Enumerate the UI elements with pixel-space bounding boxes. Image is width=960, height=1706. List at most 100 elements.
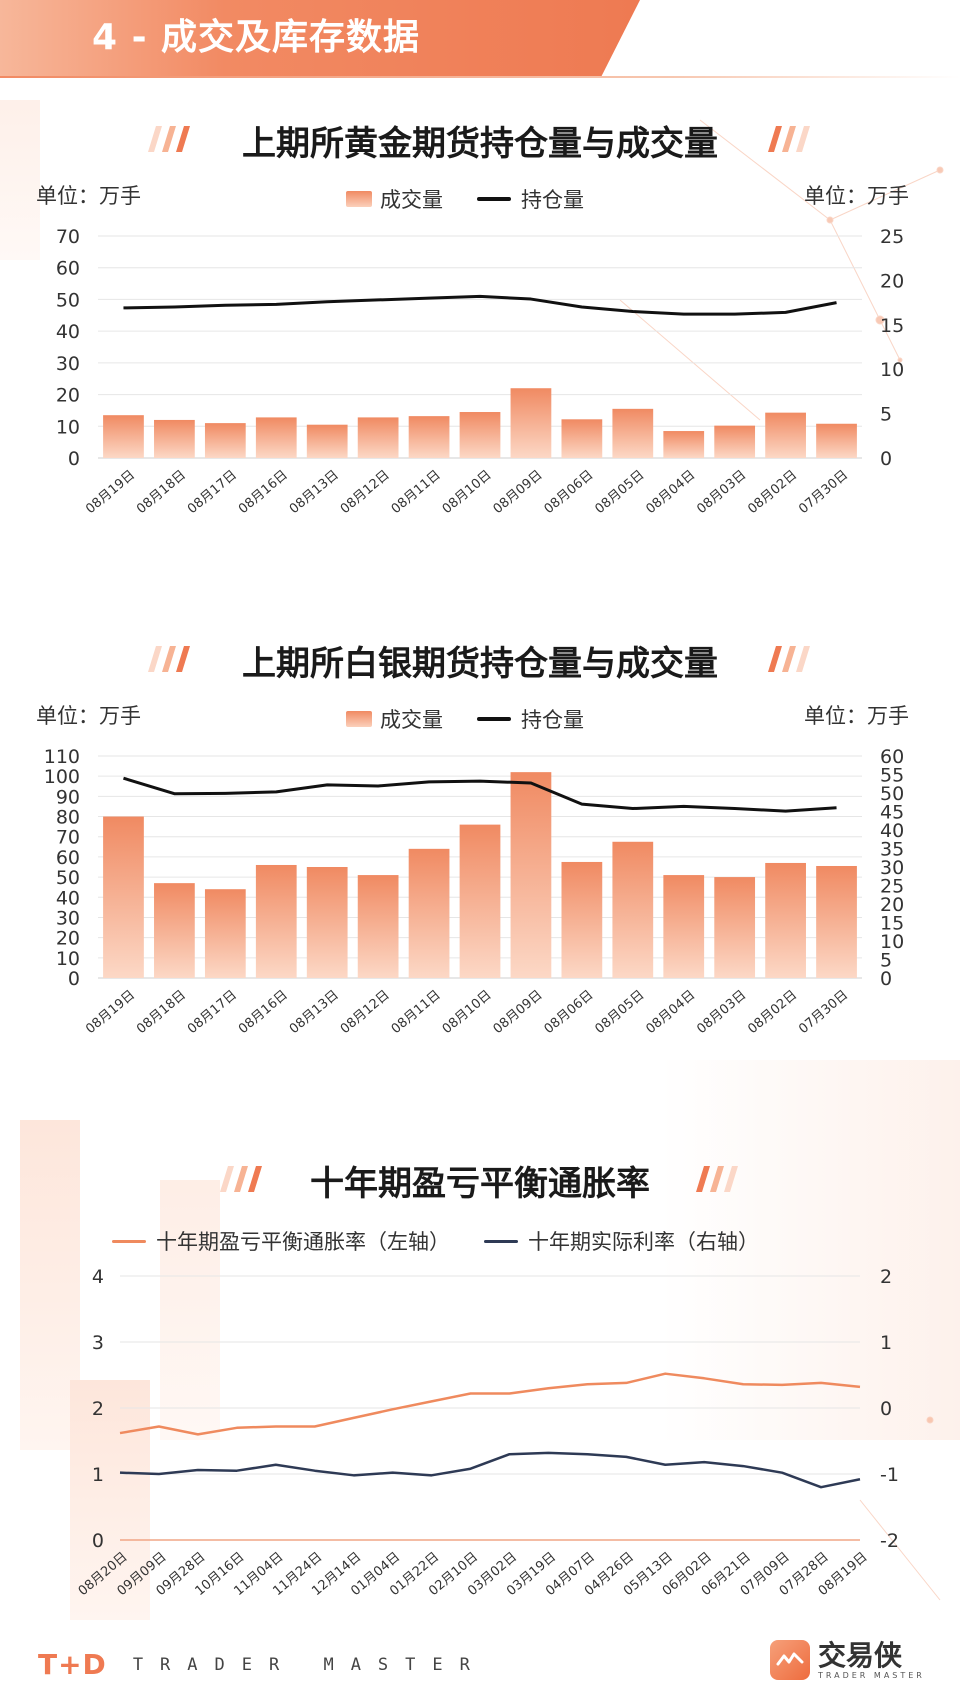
y-left-tick-label: 20 (56, 928, 80, 950)
legend-volume-label: 成交量 (380, 188, 443, 212)
y-left-tick-label: 0 (92, 1530, 104, 1552)
x-tick-label: 08月17日 (185, 468, 240, 517)
x-tick-label: 08月10日 (440, 468, 495, 517)
volume-bar (714, 877, 756, 978)
y-right-tick-label: 5 (880, 950, 892, 972)
x-tick-label: 08月05日 (592, 988, 647, 1037)
chart3-plot: 01234-2-101208月20日09月09日09月28日10月16日11月0… (76, 1266, 899, 1599)
y-left-tick-label: 110 (44, 746, 80, 768)
x-tick-label: 08月13日 (287, 988, 342, 1037)
volume-bar (561, 861, 603, 978)
chart2-title: 上期所白银期货持仓量与成交量 (242, 644, 718, 684)
title-deco-left (148, 646, 190, 672)
volume-bar (306, 424, 348, 458)
x-tick-label: 07月30日 (796, 988, 851, 1037)
title-deco-right (696, 1166, 738, 1192)
volume-bar (408, 416, 450, 458)
volume-bar (459, 824, 501, 978)
y-left-tick-label: 100 (44, 766, 80, 788)
chart3-legend: 十年期盈亏平衡通胀率（左轴） 十年期实际利率（右轴） (112, 1226, 793, 1256)
title-deco-right (768, 646, 810, 672)
volume-bar (306, 867, 348, 978)
x-tick-label: 08月19日 (83, 468, 138, 517)
x-tick-label: 08月03日 (694, 468, 749, 517)
x-tick-label: 08月02日 (745, 468, 800, 517)
volume-bar (357, 417, 399, 458)
volume-bar (663, 431, 705, 458)
volume-bar (204, 889, 246, 978)
legend-realrate-swatch (484, 1239, 518, 1243)
y-right-tick-label: 40 (880, 820, 904, 842)
volume-bar (765, 412, 806, 458)
legend-hold-label: 持仓量 (521, 708, 584, 732)
breakeven-inflation-line (119, 1372, 861, 1436)
volume-bar (255, 417, 297, 458)
x-tick-label: 08月16日 (236, 988, 291, 1037)
y-right-tick-label: 0 (880, 1398, 892, 1420)
y-left-tick-label: 80 (56, 807, 80, 829)
y-right-tick-label: -1 (880, 1464, 899, 1486)
y-right-tick-label: 35 (880, 839, 904, 861)
chart1-unit-left: 单位：万手 (36, 184, 141, 208)
y-right-tick-label: 10 (880, 931, 904, 953)
x-tick-label: 08月05日 (592, 468, 647, 517)
y-right-tick-label: 20 (880, 894, 904, 916)
x-tick-label: 08月11日 (389, 988, 444, 1037)
y-left-tick-label: 1 (92, 1464, 104, 1486)
x-tick-label: 08月09日 (491, 468, 546, 517)
footer-tagline: TRADER MASTER (132, 1654, 487, 1675)
legend-breakeven-label: 十年期盈亏平衡通胀率（左轴） (156, 1230, 450, 1254)
volume-bar (357, 875, 399, 978)
chart2-legend: 成交量 持仓量 (346, 704, 618, 734)
y-left-tick-label: 0 (68, 968, 80, 990)
x-tick-label: 08月10日 (440, 988, 495, 1037)
chart2-unit-left: 单位：万手 (36, 704, 141, 728)
chart1-plot: 010203040506070051015202508月19日08月18日08月… (56, 226, 904, 517)
x-tick-label: 08月09日 (491, 988, 546, 1037)
y-right-tick-label: 5 (880, 404, 892, 426)
page-title: 4 - 成交及库存数据 (92, 17, 421, 58)
volume-bar (103, 415, 144, 458)
y-left-tick-label: 40 (56, 321, 80, 343)
y-left-tick-label: 40 (56, 887, 80, 909)
y-right-tick-label: 2 (880, 1266, 892, 1288)
x-tick-label: 08月18日 (134, 988, 189, 1037)
volume-bar (561, 419, 603, 458)
header-underline (0, 76, 960, 78)
volume-bar (612, 408, 654, 458)
y-left-tick-label: 70 (56, 827, 80, 849)
y-right-tick-label: 55 (880, 765, 904, 787)
brand-name: 交易侠 (818, 1638, 903, 1672)
y-right-tick-label: 15 (880, 913, 904, 935)
y-right-tick-label: 25 (880, 226, 904, 248)
legend-bar-swatch (346, 711, 372, 727)
volume-bar (154, 883, 195, 978)
open-interest-line (123, 776, 837, 813)
volume-bar (154, 419, 195, 458)
volume-bar (255, 864, 297, 978)
y-left-tick-label: 70 (56, 226, 80, 248)
open-interest-line (123, 294, 837, 316)
x-tick-label: 08月04日 (643, 468, 698, 517)
brand-logo-icon (770, 1640, 810, 1680)
volume-bar (663, 875, 705, 978)
legend-breakeven-swatch (112, 1239, 146, 1243)
x-tick-label: 08月11日 (389, 468, 444, 517)
x-tick-label: 08月06日 (542, 988, 597, 1037)
volume-bar (204, 423, 246, 458)
y-left-tick-label: 90 (56, 786, 80, 808)
legend-bar-swatch (346, 191, 372, 207)
legend-volume-label: 成交量 (380, 708, 443, 732)
header-banner (0, 0, 640, 76)
volume-bar (103, 816, 144, 978)
x-tick-label: 08月03日 (694, 988, 749, 1037)
volume-bar (510, 388, 552, 458)
y-right-tick-label: 0 (880, 448, 892, 470)
legend-line-swatch (477, 197, 511, 201)
y-left-tick-label: 10 (56, 416, 80, 438)
footer-left: T+D TRADER MASTER (38, 1648, 487, 1681)
y-left-tick-label: 0 (68, 448, 80, 470)
x-tick-label: 08月17日 (185, 988, 240, 1037)
y-right-tick-label: 30 (880, 857, 904, 879)
y-left-tick-label: 10 (56, 948, 80, 970)
